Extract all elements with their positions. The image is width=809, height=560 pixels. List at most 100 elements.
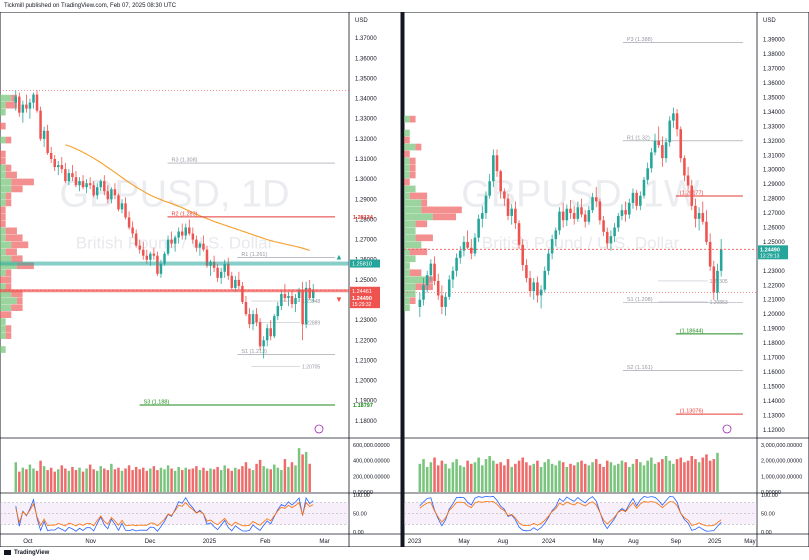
- volume-bar: [163, 469, 166, 492]
- candle-body: [580, 207, 583, 215]
- volume-bar: [251, 470, 255, 492]
- candle-body: [170, 239, 173, 244]
- candle-body: [440, 295, 444, 307]
- volume-profile-down-bar: [5, 234, 23, 242]
- volume-tick-label: 400,000.00000: [353, 459, 390, 465]
- volume-tick-label: 0.00000: [761, 490, 781, 496]
- stoch-d-line: [15, 501, 314, 527]
- candle-body: [469, 247, 473, 254]
- volume-bar: [265, 468, 269, 492]
- volume-profile-up-bar: [0, 101, 6, 109]
- volume-bar: [287, 466, 290, 492]
- candle-body: [95, 187, 99, 196]
- time-axis-label: Nov: [85, 539, 96, 545]
- price-tick-label: 1.20000: [763, 312, 785, 318]
- volume-bar: [49, 467, 53, 492]
- candle-body: [234, 279, 237, 288]
- candle-body: [466, 241, 469, 248]
- candle-body: [701, 213, 705, 222]
- volume-bar: [177, 466, 180, 492]
- candle-body: [646, 168, 649, 180]
- volume-bar: [594, 459, 598, 492]
- candle-body: [650, 152, 653, 169]
- volume-bar: [547, 459, 550, 492]
- volume-bar: [230, 470, 234, 492]
- volume-bar: [455, 459, 458, 492]
- volume-tick-label: 3,000,000.00000: [761, 443, 802, 449]
- candle-body: [510, 208, 513, 216]
- volume-bar: [188, 469, 191, 492]
- volume-profile-down-bar: [409, 269, 422, 277]
- volume-profile-up-bar: [404, 290, 416, 298]
- candle-body: [294, 298, 297, 305]
- candle-body: [248, 314, 251, 325]
- upper-zone-band: [0, 261, 349, 266]
- volume-profile-down-bar: [404, 136, 410, 144]
- price-tick-label: 1.34000: [763, 110, 785, 116]
- candle-body: [290, 295, 294, 305]
- candle-body: [191, 233, 195, 240]
- candle-body: [455, 257, 458, 271]
- volume-bar: [418, 463, 422, 492]
- price-tick-label: 1.32000: [355, 137, 377, 143]
- volume-profile-down-bar: [5, 283, 12, 291]
- price-tick-label: 1.21000: [763, 298, 785, 304]
- candle-body: [64, 169, 67, 182]
- volume-bar: [209, 468, 212, 492]
- volume-profile-up-bar: [404, 192, 410, 200]
- currency-label: USD: [763, 18, 776, 24]
- volume-profile-down-bar: [409, 164, 416, 172]
- volume-bar: [440, 460, 444, 492]
- volume-profile-up-bar: [0, 185, 12, 193]
- candle-body: [672, 113, 675, 121]
- price-tick-label: 1.17000: [763, 356, 785, 362]
- volume-profile-up-bar: [0, 171, 6, 179]
- price-tick-label: 1.15000: [763, 384, 785, 390]
- volume-tick-label: 2,000,000.00000: [761, 459, 802, 465]
- candle-body: [613, 227, 616, 237]
- volume-profile-up-bar: [404, 262, 410, 270]
- candle-body: [447, 279, 451, 297]
- time-axis-label: Mar: [319, 539, 329, 545]
- volume-profile-down-bar: [5, 332, 12, 339]
- volume-bar: [536, 460, 539, 492]
- volume-profile-up-bar: [404, 185, 416, 193]
- volume-bar: [694, 459, 697, 492]
- pivot-label: S1 (1.208): [627, 297, 653, 303]
- candle-body: [251, 314, 255, 325]
- volume-bar: [301, 454, 304, 492]
- price-tick-label: 1.19000: [763, 327, 785, 333]
- volume-bar: [712, 459, 716, 492]
- volume-bar: [14, 462, 18, 492]
- volume-bar: [234, 467, 237, 492]
- volume-bar: [657, 462, 660, 492]
- candle-body: [631, 192, 635, 203]
- volume-bar: [635, 459, 638, 492]
- candle-body: [616, 215, 620, 228]
- volume-profile-down-bar: [404, 150, 410, 158]
- volume-profile-down-bar: [427, 276, 433, 284]
- time-axis-label: 2025: [203, 539, 217, 545]
- volume-profile-up-bar: [404, 304, 410, 311]
- volume-bar: [554, 465, 558, 492]
- volume-bar: [28, 464, 32, 492]
- volume-profile-up-bar: [404, 206, 422, 214]
- price-tick-label: 1.33000: [355, 117, 377, 123]
- candle-body: [503, 191, 506, 199]
- volume-bar: [458, 465, 462, 492]
- candle-body: [587, 210, 591, 222]
- price-tick-label: 1.34000: [355, 97, 377, 103]
- volume-bar: [57, 469, 60, 492]
- volume-bar: [131, 470, 134, 492]
- candle-body: [697, 213, 701, 219]
- price-tick-label: 1.29000: [355, 197, 377, 203]
- candle-body: [173, 237, 177, 244]
- candle-body: [166, 239, 170, 254]
- price-tick-label: 1.20000: [355, 379, 377, 385]
- volume-bar: [85, 468, 88, 492]
- candle-body: [25, 104, 28, 109]
- price-tick-label: 1.26000: [763, 226, 785, 232]
- candle-body: [602, 220, 605, 232]
